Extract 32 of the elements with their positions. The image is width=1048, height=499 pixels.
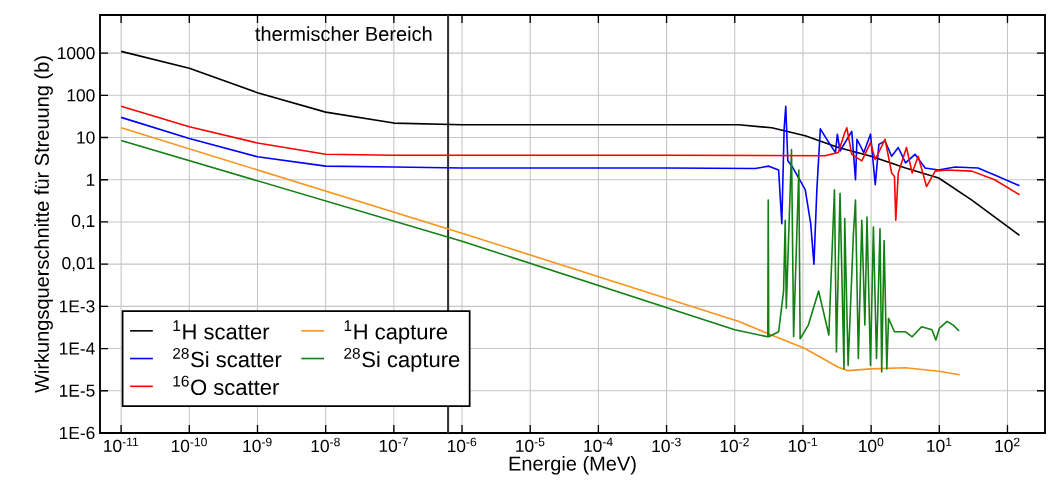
y-tick-label: 0,1 — [71, 214, 95, 230]
x-tick-label: 10$^{-7}$ — [379, 437, 408, 453]
legend-label: $^{1}$H scatter — [173, 320, 270, 340]
y-tick-label: 1E-3 — [60, 300, 95, 313]
x-tick-label: 10$^{-3}$ — [652, 437, 681, 453]
legend-label: $^{28}$Si scatter — [173, 347, 282, 368]
y-tick-label: 100 — [67, 89, 95, 102]
y-tick-label: 1 — [86, 173, 95, 186]
legend-label: $^{1}$H capture — [344, 320, 448, 344]
x-tick-label: 10$^{-11}$ — [104, 437, 139, 453]
x-tick-label: 10$^{-4}$ — [584, 437, 613, 453]
x-tick-label: 10$^{-6}$ — [447, 437, 477, 453]
y-axis-title: Wirkungsquerschnitte für Streuung (b) — [34, 56, 53, 393]
x-tick-label: 10$^{1}$ — [927, 437, 952, 453]
y-tick-label: 0,01 — [62, 256, 95, 272]
x-tick-label: 10$^{-8}$ — [311, 437, 340, 453]
x-tick-label: 10$^{-5}$ — [516, 437, 545, 453]
x-tick-label: 10$^{2}$ — [995, 437, 1020, 453]
y-tick-label: 1000 — [58, 46, 95, 60]
y-tick-label: 1E-4 — [60, 342, 95, 355]
legend-label: $^{28}$Si capture — [344, 347, 460, 372]
x-tick-label: 10$^{-1}$ — [788, 437, 818, 453]
x-tick-label: 10$^{0}$ — [859, 437, 884, 453]
x-tick-label: 10$^{-9}$ — [243, 437, 272, 453]
ref-line-label: thermischer Bereich — [255, 26, 432, 42]
x-axis-title: Energie (MeV) — [509, 455, 636, 475]
y-tick-label: 1E-5 — [60, 384, 95, 397]
x-tick-label: 10$^{-10}$ — [171, 437, 207, 453]
y-tick-label: 1E-6 — [60, 426, 95, 440]
x-tick-label: 10$^{-2}$ — [720, 437, 749, 453]
y-tick-label: 10 — [77, 131, 95, 144]
legend-label: $^{16}$O scatter — [173, 375, 279, 396]
